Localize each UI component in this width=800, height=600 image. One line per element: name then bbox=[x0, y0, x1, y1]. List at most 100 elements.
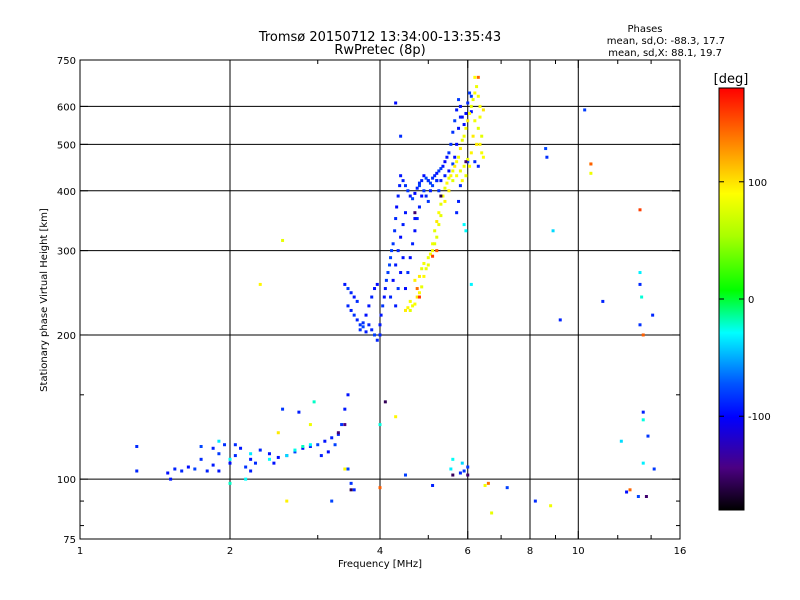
data-point bbox=[411, 304, 415, 308]
data-point bbox=[471, 134, 475, 138]
data-point bbox=[413, 211, 417, 215]
y-tick-label: 75 bbox=[63, 535, 76, 546]
data-point bbox=[437, 211, 441, 215]
data-point bbox=[403, 287, 407, 291]
data-point bbox=[394, 263, 398, 267]
data-point bbox=[457, 98, 461, 102]
data-point bbox=[641, 461, 645, 465]
data-point bbox=[406, 271, 410, 275]
data-point bbox=[433, 242, 437, 246]
data-point bbox=[378, 486, 382, 490]
colorbar-tick-label: 100 bbox=[748, 178, 767, 189]
data-point bbox=[469, 104, 473, 108]
data-point bbox=[453, 155, 457, 159]
data-point bbox=[399, 174, 403, 178]
data-point bbox=[473, 75, 477, 79]
data-point bbox=[462, 134, 466, 138]
data-point bbox=[558, 318, 562, 322]
data-point bbox=[549, 504, 553, 508]
data-point bbox=[415, 217, 419, 221]
data-point bbox=[394, 101, 398, 105]
data-point bbox=[451, 130, 455, 134]
data-point bbox=[462, 123, 466, 127]
data-point bbox=[424, 176, 428, 180]
data-point bbox=[638, 208, 642, 212]
data-point bbox=[403, 211, 407, 215]
data-point bbox=[349, 308, 353, 312]
x-tick-label: 16 bbox=[674, 546, 687, 557]
data-point bbox=[447, 189, 451, 193]
data-point bbox=[468, 111, 472, 115]
data-point bbox=[652, 467, 656, 471]
data-point bbox=[358, 323, 362, 327]
data-point bbox=[601, 299, 605, 303]
data-point bbox=[455, 160, 459, 164]
data-point bbox=[293, 448, 297, 452]
data-point bbox=[433, 174, 437, 178]
data-point bbox=[180, 469, 184, 473]
data-point bbox=[636, 494, 640, 498]
data-point bbox=[389, 256, 393, 260]
legend-title: Phases bbox=[627, 24, 662, 35]
data-point bbox=[551, 229, 555, 233]
data-point bbox=[343, 407, 347, 411]
data-point bbox=[619, 439, 623, 443]
data-point bbox=[276, 455, 280, 459]
data-point bbox=[422, 261, 426, 265]
data-point bbox=[249, 469, 253, 473]
data-point bbox=[308, 444, 312, 448]
data-point bbox=[443, 160, 447, 164]
data-point bbox=[644, 494, 648, 498]
data-point bbox=[258, 282, 262, 286]
data-point bbox=[401, 179, 405, 183]
data-point bbox=[422, 274, 426, 278]
data-point bbox=[244, 477, 248, 481]
data-point bbox=[367, 304, 371, 308]
data-point bbox=[413, 217, 417, 221]
data-point bbox=[428, 252, 432, 256]
data-point bbox=[455, 108, 459, 112]
data-point bbox=[435, 235, 439, 239]
data-point bbox=[638, 282, 642, 286]
data-point bbox=[205, 469, 209, 473]
data-point bbox=[439, 214, 443, 218]
data-point bbox=[445, 155, 449, 159]
data-point bbox=[211, 463, 215, 467]
data-point bbox=[466, 160, 470, 164]
data-point bbox=[355, 299, 359, 303]
data-point bbox=[281, 238, 285, 242]
y-tick-label: 100 bbox=[57, 475, 76, 486]
data-point bbox=[388, 263, 392, 267]
data-point bbox=[449, 142, 453, 146]
data-point bbox=[505, 486, 509, 490]
data-point bbox=[343, 423, 347, 427]
data-point bbox=[469, 151, 473, 155]
data-point bbox=[267, 457, 271, 461]
legend-line-x: mean, sd,X: 88.1, 19.7 bbox=[608, 48, 722, 59]
data-point bbox=[370, 328, 374, 332]
data-point bbox=[451, 179, 455, 183]
data-point bbox=[439, 202, 443, 206]
data-point bbox=[228, 457, 232, 461]
data-point bbox=[375, 282, 379, 286]
data-point bbox=[399, 235, 403, 239]
data-point bbox=[386, 271, 390, 275]
data-point bbox=[435, 249, 439, 253]
data-point bbox=[364, 313, 368, 317]
data-point bbox=[316, 443, 320, 447]
data-point bbox=[358, 328, 362, 332]
data-point bbox=[481, 155, 485, 159]
data-point bbox=[449, 174, 453, 178]
data-point bbox=[228, 481, 232, 485]
data-point bbox=[367, 323, 371, 327]
data-point bbox=[451, 473, 455, 477]
data-point bbox=[469, 282, 473, 286]
y-tick-label: 400 bbox=[57, 187, 76, 198]
data-point bbox=[169, 477, 173, 481]
data-point bbox=[312, 400, 316, 404]
data-point bbox=[413, 302, 417, 306]
data-point bbox=[651, 313, 655, 317]
data-point bbox=[478, 115, 482, 119]
data-point bbox=[625, 490, 629, 494]
data-point bbox=[346, 393, 350, 397]
